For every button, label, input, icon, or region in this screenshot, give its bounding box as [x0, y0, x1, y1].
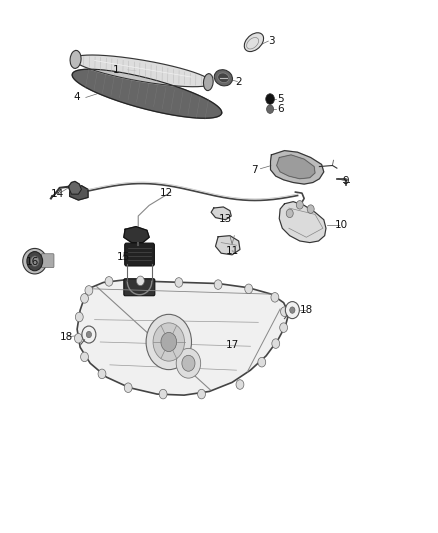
Text: 1: 1: [113, 65, 120, 75]
Text: 16: 16: [25, 257, 39, 267]
Circle shape: [290, 307, 295, 313]
Circle shape: [245, 284, 253, 294]
Text: 11: 11: [226, 246, 239, 255]
Circle shape: [175, 278, 183, 287]
Circle shape: [198, 389, 205, 399]
Text: 13: 13: [219, 214, 232, 224]
Text: 12: 12: [160, 188, 173, 198]
Circle shape: [182, 356, 195, 371]
Polygon shape: [70, 185, 88, 200]
Text: 9: 9: [343, 176, 349, 187]
Circle shape: [124, 383, 132, 392]
Polygon shape: [72, 69, 222, 118]
Ellipse shape: [214, 70, 233, 86]
Circle shape: [272, 339, 280, 349]
Polygon shape: [68, 181, 81, 194]
Circle shape: [146, 314, 191, 369]
Text: 14: 14: [51, 189, 64, 199]
FancyBboxPatch shape: [41, 254, 54, 268]
Ellipse shape: [70, 51, 81, 68]
Text: 10: 10: [335, 220, 348, 230]
Polygon shape: [279, 201, 326, 243]
Circle shape: [75, 312, 83, 322]
Circle shape: [271, 293, 279, 302]
Polygon shape: [77, 280, 289, 395]
Circle shape: [81, 352, 88, 362]
Circle shape: [281, 307, 288, 317]
Text: 3: 3: [268, 36, 275, 46]
Ellipse shape: [23, 248, 47, 274]
Polygon shape: [211, 207, 231, 220]
Circle shape: [82, 326, 96, 343]
Ellipse shape: [204, 74, 213, 91]
Circle shape: [307, 205, 314, 213]
Circle shape: [258, 358, 266, 367]
Text: 4: 4: [74, 92, 81, 102]
Circle shape: [266, 94, 275, 104]
Circle shape: [236, 379, 244, 389]
Circle shape: [280, 323, 288, 333]
FancyBboxPatch shape: [125, 243, 154, 266]
Circle shape: [296, 200, 303, 209]
Circle shape: [85, 286, 93, 295]
Circle shape: [105, 277, 113, 286]
Text: 15: 15: [117, 252, 130, 262]
Circle shape: [86, 332, 92, 338]
Circle shape: [98, 369, 106, 378]
Circle shape: [176, 349, 201, 378]
Circle shape: [161, 333, 177, 352]
Text: 18: 18: [60, 332, 73, 342]
Circle shape: [30, 256, 39, 266]
Circle shape: [286, 302, 299, 319]
Circle shape: [137, 276, 145, 286]
Ellipse shape: [218, 73, 229, 83]
Polygon shape: [215, 236, 240, 255]
Ellipse shape: [244, 33, 264, 52]
Circle shape: [267, 105, 274, 114]
Polygon shape: [124, 227, 149, 243]
Text: 18: 18: [300, 305, 313, 315]
Polygon shape: [74, 55, 212, 87]
Text: 17: 17: [226, 340, 239, 350]
Circle shape: [74, 334, 82, 343]
Text: 6: 6: [277, 104, 283, 114]
FancyBboxPatch shape: [124, 279, 155, 296]
Polygon shape: [271, 151, 324, 184]
Polygon shape: [277, 155, 315, 179]
Circle shape: [159, 389, 167, 399]
Text: 5: 5: [277, 94, 283, 104]
Circle shape: [286, 209, 293, 217]
Text: 2: 2: [235, 77, 242, 87]
Circle shape: [214, 280, 222, 289]
Circle shape: [153, 323, 184, 361]
Text: 7: 7: [251, 165, 257, 175]
Circle shape: [81, 294, 88, 303]
Circle shape: [27, 252, 42, 271]
